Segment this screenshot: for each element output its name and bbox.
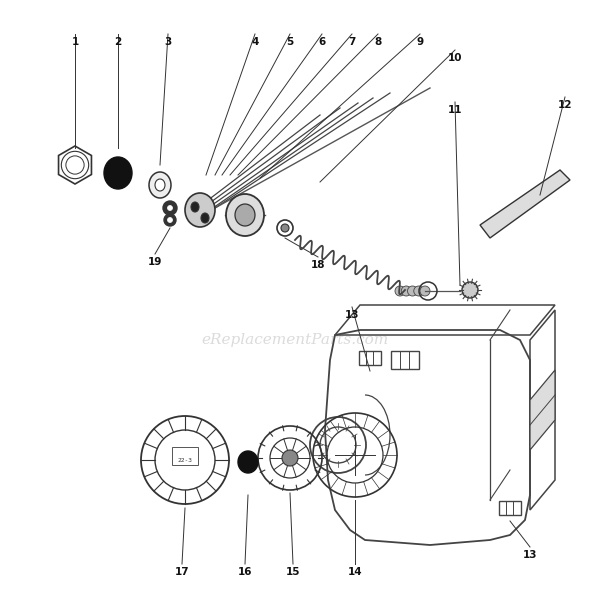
Text: 2: 2 — [114, 37, 122, 47]
Polygon shape — [480, 170, 570, 238]
Text: 9: 9 — [417, 37, 424, 47]
Ellipse shape — [164, 214, 176, 226]
Text: 14: 14 — [348, 567, 362, 577]
Ellipse shape — [149, 172, 171, 198]
Ellipse shape — [168, 218, 172, 223]
Text: 6: 6 — [319, 37, 326, 47]
Circle shape — [401, 286, 411, 296]
Ellipse shape — [104, 157, 132, 189]
Ellipse shape — [238, 451, 258, 473]
Text: 13: 13 — [345, 310, 359, 320]
Circle shape — [395, 286, 405, 296]
Ellipse shape — [201, 213, 209, 223]
Ellipse shape — [235, 204, 255, 226]
Text: 7: 7 — [348, 37, 356, 47]
Text: eReplacementParts.com: eReplacementParts.com — [201, 333, 389, 348]
Text: 15: 15 — [286, 567, 300, 577]
Circle shape — [420, 286, 430, 296]
Ellipse shape — [191, 202, 199, 212]
Text: 12: 12 — [558, 100, 572, 110]
Text: 18: 18 — [311, 260, 325, 270]
Circle shape — [462, 282, 478, 298]
Text: 22-3: 22-3 — [178, 458, 192, 463]
Text: 11: 11 — [448, 105, 462, 115]
Text: 13: 13 — [523, 550, 537, 560]
Text: 10: 10 — [448, 53, 462, 63]
Polygon shape — [530, 370, 555, 450]
Ellipse shape — [168, 206, 172, 210]
Text: 1: 1 — [71, 37, 78, 47]
Text: 5: 5 — [286, 37, 294, 47]
Text: 19: 19 — [148, 257, 162, 267]
Text: 8: 8 — [375, 37, 382, 47]
Ellipse shape — [155, 179, 165, 191]
Circle shape — [282, 450, 298, 466]
Ellipse shape — [163, 201, 177, 215]
Ellipse shape — [226, 194, 264, 236]
Text: 17: 17 — [175, 567, 189, 577]
Text: 3: 3 — [165, 37, 172, 47]
Ellipse shape — [281, 224, 289, 232]
Circle shape — [408, 286, 418, 296]
Ellipse shape — [185, 193, 215, 227]
Text: 4: 4 — [251, 37, 258, 47]
Text: 16: 16 — [238, 567, 253, 577]
Circle shape — [414, 286, 424, 296]
